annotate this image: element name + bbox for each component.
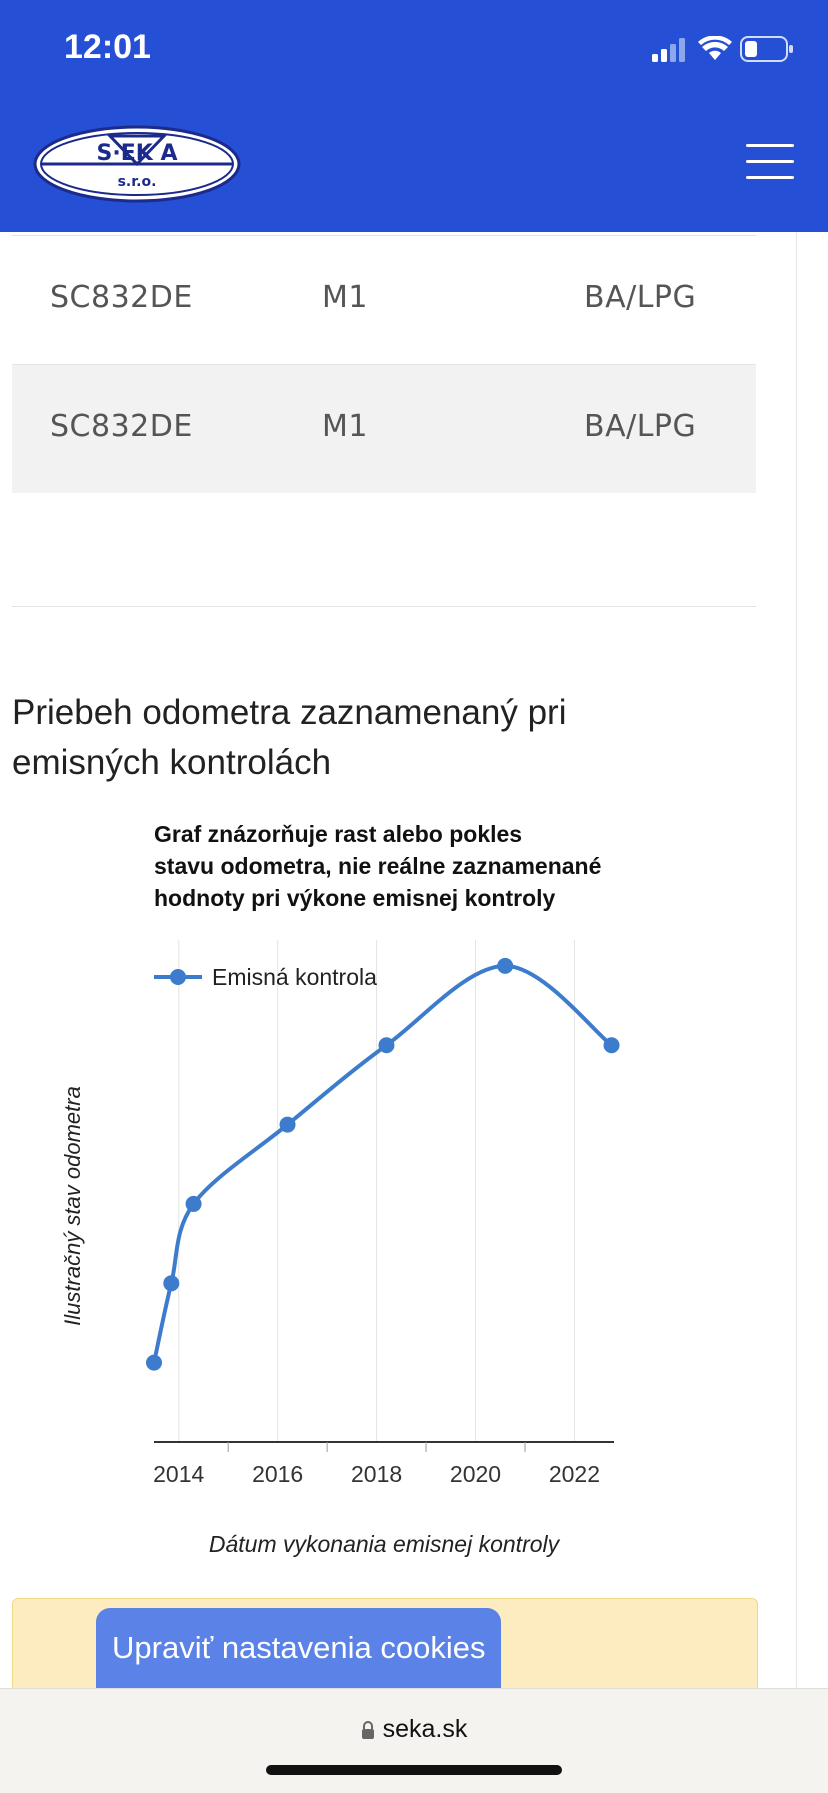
data-point (279, 1116, 296, 1133)
data-point (185, 1195, 202, 1212)
home-indicator[interactable] (266, 1765, 562, 1775)
data-point (497, 957, 514, 974)
table-row: SC832DE M1 BA/LPG (12, 236, 756, 365)
url-bar[interactable]: seka.sk (0, 1715, 828, 1744)
vehicle-table: SC832DE M1 BA/LPG SC832DE M1 BA/LPG (12, 235, 756, 493)
series-line (152, 963, 613, 1364)
scrollbar-track[interactable] (796, 232, 797, 1692)
plate-cell: SC832DE (50, 409, 193, 444)
category-cell: M1 (322, 409, 368, 444)
site-header: S·EK A s.r.o. (0, 100, 828, 232)
x-tick-label: 2022 (549, 1461, 600, 1487)
x-axis-label: Dátum vykonania emisnej kontroly (209, 1531, 561, 1557)
lock-icon (361, 1721, 374, 1739)
x-tick-label: 2016 (252, 1461, 303, 1487)
plate-cell: SC832DE (50, 280, 193, 315)
seka-logo[interactable]: S·EK A s.r.o. (32, 124, 242, 204)
logo-text-main: S·EK A (97, 141, 178, 166)
data-point (163, 1275, 180, 1292)
odometer-chart: Graf znázorňuje rast alebo pokles stavu o… (60, 821, 620, 1557)
table-row: SC832DE M1 BA/LPG (12, 365, 756, 493)
fuel-cell: BA/LPG (584, 409, 697, 444)
signal-icon (652, 38, 685, 62)
legend-label: Emisná kontrola (212, 964, 377, 990)
x-tick-label: 2020 (450, 1461, 501, 1487)
legend-marker (170, 969, 186, 985)
chart-title: Graf znázorňuje rast alebo pokles stavu o… (154, 821, 601, 911)
wifi-icon (698, 36, 732, 60)
browser-bottom-bar: seka.sk (0, 1688, 828, 1793)
category-cell: M1 (322, 280, 368, 315)
logo-text-sub: s.r.o. (118, 174, 157, 190)
fuel-cell: BA/LPG (584, 280, 697, 315)
data-point (603, 1037, 620, 1054)
battery-icon (740, 36, 793, 62)
data-point (146, 1354, 162, 1371)
url-text: seka.sk (382, 1715, 468, 1743)
x-tick-label: 2018 (351, 1461, 402, 1487)
y-axis-label: Ilustračný stav odometra (60, 1086, 85, 1326)
hamburger-menu-icon[interactable] (746, 144, 794, 184)
section-title: Priebeh odometra zaznamenaný pri emisnýc… (12, 693, 567, 782)
data-point (378, 1037, 395, 1054)
status-time: 12:01 (64, 28, 151, 66)
status-bar: 12:01 (0, 0, 828, 100)
chart-legend: Emisná kontrola (154, 964, 377, 990)
section-divider (12, 606, 756, 607)
cookie-settings-button[interactable]: Upraviť nastavenia cookies (96, 1608, 502, 1692)
x-tick-label: 2014 (153, 1461, 204, 1487)
